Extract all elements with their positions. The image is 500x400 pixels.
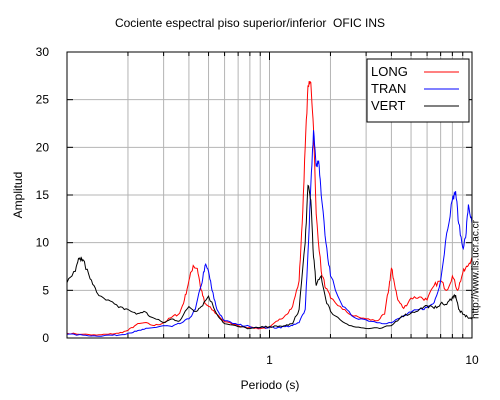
series-lines [66, 80, 473, 337]
x-tick-label: 10 [465, 353, 479, 367]
y-tick-label: 20 [36, 140, 50, 154]
y-tick-label: 0 [42, 331, 49, 345]
legend-label-long: LONG [371, 64, 408, 79]
grid [67, 52, 472, 338]
series-line-vert [66, 184, 473, 330]
y-tick-label: 15 [36, 188, 50, 202]
series-line-tran [66, 130, 473, 337]
y-axis-label: Amplitud [11, 171, 25, 219]
legend-label-tran: TRAN [371, 81, 406, 96]
series-line-long [66, 80, 473, 336]
plot-frame [66, 51, 473, 339]
credit-url: http://www.lis.ucr.ac.cr [470, 220, 482, 319]
x-tick-label: 1 [266, 353, 273, 367]
y-tick-label: 5 [42, 283, 49, 297]
y-tick-label: 25 [36, 93, 50, 107]
legend-box [366, 58, 470, 123]
chart-title: Cociente espectral piso superior/inferio… [114, 16, 386, 30]
y-tick-label: 10 [36, 236, 50, 250]
y-tick-label: 30 [36, 45, 50, 59]
x-axis-label: Periodo (s) [240, 378, 300, 392]
legend: LONG TRAN VERT [366, 58, 470, 123]
legend-label-vert: VERT [371, 98, 405, 113]
